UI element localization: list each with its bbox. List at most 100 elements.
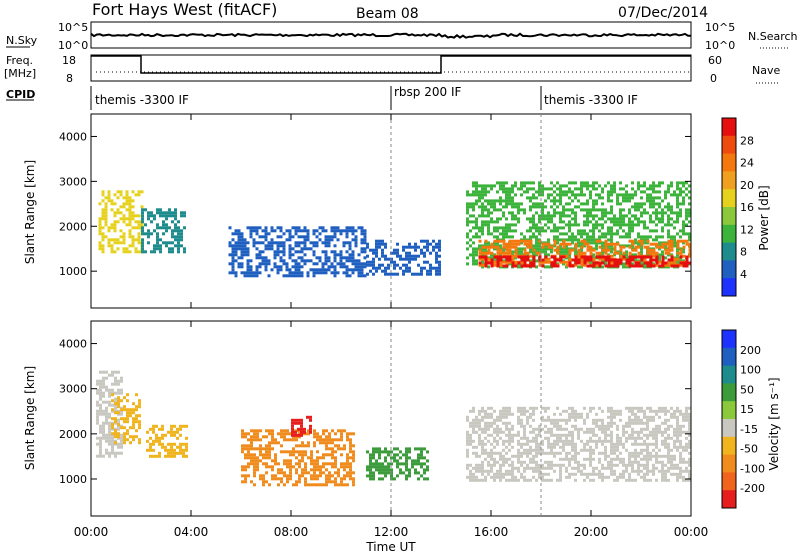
power-cell (472, 184, 475, 188)
velocity-cell (472, 475, 475, 479)
colorbar-tick-label: 12 (740, 223, 754, 236)
velocity-cell (622, 433, 625, 437)
y-tick-label: 3000 (59, 175, 87, 188)
power-cell (589, 245, 593, 249)
power-cell (270, 238, 274, 242)
power-cell (682, 196, 685, 200)
velocity-cell (499, 466, 502, 470)
velocity-cell (408, 456, 411, 460)
velocity-cell (99, 406, 102, 410)
x-axis-label: Time UT (365, 540, 416, 554)
velocity-cell (511, 454, 514, 458)
velocity-cell (532, 409, 535, 413)
velocity-cell (111, 373, 114, 377)
power-cell (128, 199, 132, 203)
power-cell (499, 239, 503, 243)
velocity-cell (565, 451, 568, 455)
power-cell (255, 226, 259, 230)
velocity-cell (646, 418, 649, 422)
power-cell (122, 241, 126, 245)
velocity-cell (619, 418, 622, 422)
velocity-cell (556, 406, 559, 410)
power-cell (625, 256, 628, 260)
power-cell (354, 238, 358, 242)
power-cell (426, 248, 429, 252)
power-cell (336, 262, 340, 266)
velocity-cell (301, 441, 304, 445)
velocity-cell (481, 463, 484, 467)
velocity-cell (402, 453, 405, 457)
power-cell (574, 217, 577, 221)
velocity-cell (325, 477, 328, 481)
velocity-cell (592, 421, 595, 425)
power-cell (658, 211, 661, 215)
power-cell (514, 205, 517, 209)
velocity-cell (502, 415, 505, 419)
power-cell (610, 242, 614, 246)
velocity-cell (490, 448, 493, 452)
velocity-cell (291, 421, 294, 425)
power-cell (150, 211, 153, 215)
power-cell (345, 241, 349, 245)
power-cell (676, 264, 680, 268)
velocity-cell (126, 417, 129, 421)
velocity-cell (529, 412, 532, 416)
velocity-cell (102, 436, 105, 440)
velocity-cell (622, 427, 625, 431)
power-cell (330, 235, 334, 239)
velocity-cell (105, 370, 108, 374)
power-cell (228, 244, 232, 248)
velocity-cell (334, 471, 337, 475)
power-cell (568, 202, 571, 206)
velocity-cell (559, 418, 562, 422)
power-cell (291, 235, 295, 239)
power-cell (505, 242, 509, 246)
velocity-cell (526, 409, 529, 413)
power-cell (294, 259, 298, 263)
velocity-cell (96, 421, 99, 425)
power-cell (496, 226, 499, 230)
power-cell (553, 261, 557, 265)
power-cell (607, 193, 610, 197)
velocity-cell (387, 453, 390, 457)
power-cell (538, 181, 541, 185)
power-cell (565, 202, 568, 206)
power-cell (670, 248, 674, 252)
velocity-cell (291, 427, 294, 431)
power-cell (568, 196, 571, 200)
power-cell (676, 217, 679, 221)
power-cell (670, 217, 673, 221)
velocity-cell (300, 424, 303, 428)
power-cell (481, 190, 484, 194)
velocity-cell (108, 451, 111, 455)
power-cell (661, 250, 664, 254)
power-cell (580, 245, 584, 249)
power-cell (580, 241, 583, 245)
power-cell (508, 260, 512, 264)
power-cell (122, 196, 126, 200)
velocity-cell (676, 463, 679, 467)
velocity-cell (265, 450, 268, 454)
velocity-cell (322, 429, 325, 433)
power-cell (363, 262, 367, 266)
velocity-cell (523, 442, 526, 446)
velocity-cell (655, 427, 658, 431)
velocity-cell (634, 451, 637, 455)
velocity-cell (505, 451, 508, 455)
power-cell (568, 238, 571, 242)
velocity-cell (646, 478, 649, 482)
cpid-segment-3: themis -3300 IF (544, 93, 638, 107)
power-cell (396, 272, 399, 276)
velocity-cell (152, 454, 155, 458)
power-cell (384, 245, 387, 249)
power-cell (502, 251, 506, 255)
velocity-cell (571, 433, 574, 437)
velocity-cell (643, 466, 646, 470)
power-cell (574, 263, 578, 267)
velocity-cell (676, 433, 679, 437)
power-cell (487, 232, 490, 236)
power-cell (113, 223, 117, 227)
velocity-cell (384, 465, 387, 469)
power-cell (246, 265, 250, 269)
power-cell (598, 239, 602, 243)
